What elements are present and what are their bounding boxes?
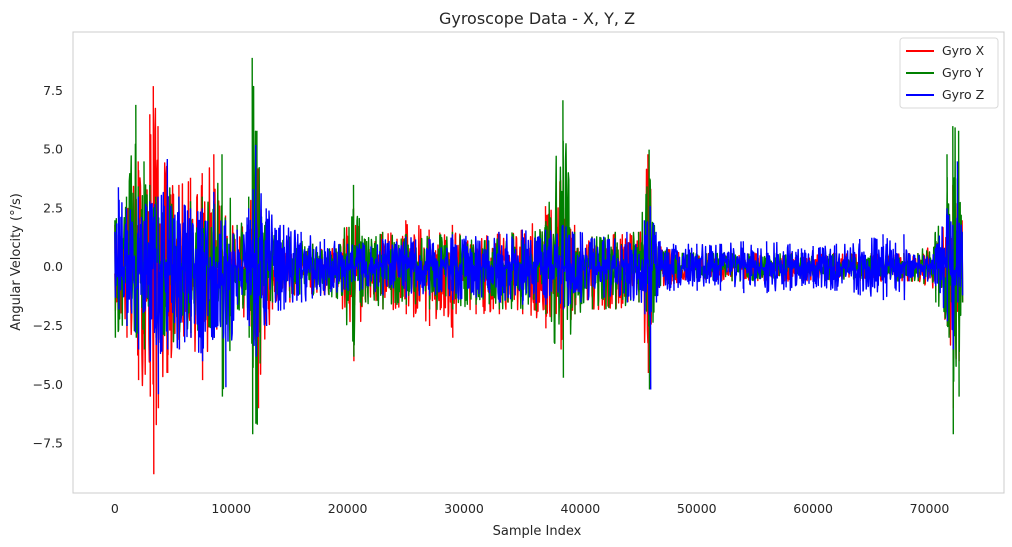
x-tick-label: 30000 bbox=[444, 501, 484, 516]
y-axis-ticks: −7.5 −5.0 −2.5 0.0 2.5 5.0 7.5 bbox=[33, 83, 63, 451]
x-tick-label: 70000 bbox=[910, 501, 950, 516]
legend-label: Gyro Y bbox=[942, 65, 984, 80]
x-tick-label: 0 bbox=[111, 501, 119, 516]
plot-area bbox=[72, 31, 1005, 494]
legend-box bbox=[899, 37, 999, 109]
y-tick-label: −7.5 bbox=[33, 436, 63, 451]
legend-label: Gyro X bbox=[942, 43, 985, 58]
legend: Gyro X Gyro Y Gyro Z bbox=[899, 37, 999, 109]
x-axis-ticks: 0 10000 20000 30000 40000 50000 60000 70000 bbox=[111, 501, 950, 516]
chart-title: Gyroscope Data - X, Y, Z bbox=[439, 9, 635, 28]
series-line-3 bbox=[114, 144, 964, 395]
y-tick-label: 2.5 bbox=[43, 200, 63, 215]
y-axis-label: Angular Velocity (°/s) bbox=[9, 193, 24, 331]
y-tick-label: 0.0 bbox=[43, 259, 63, 274]
legend-label: Gyro Z bbox=[942, 87, 984, 102]
x-axis-label: Sample Index bbox=[493, 524, 582, 539]
y-tick-label: −5.0 bbox=[33, 377, 63, 392]
x-tick-label: 60000 bbox=[793, 501, 833, 516]
series-layer bbox=[114, 57, 964, 475]
x-tick-label: 10000 bbox=[211, 501, 251, 516]
y-tick-label: 5.0 bbox=[43, 142, 63, 157]
x-tick-label: 50000 bbox=[677, 501, 717, 516]
axes-frame bbox=[72, 31, 1005, 494]
y-tick-label: 7.5 bbox=[43, 83, 63, 98]
x-tick-label: 40000 bbox=[561, 501, 601, 516]
y-tick-label: −2.5 bbox=[33, 318, 63, 333]
x-tick-label: 20000 bbox=[328, 501, 368, 516]
